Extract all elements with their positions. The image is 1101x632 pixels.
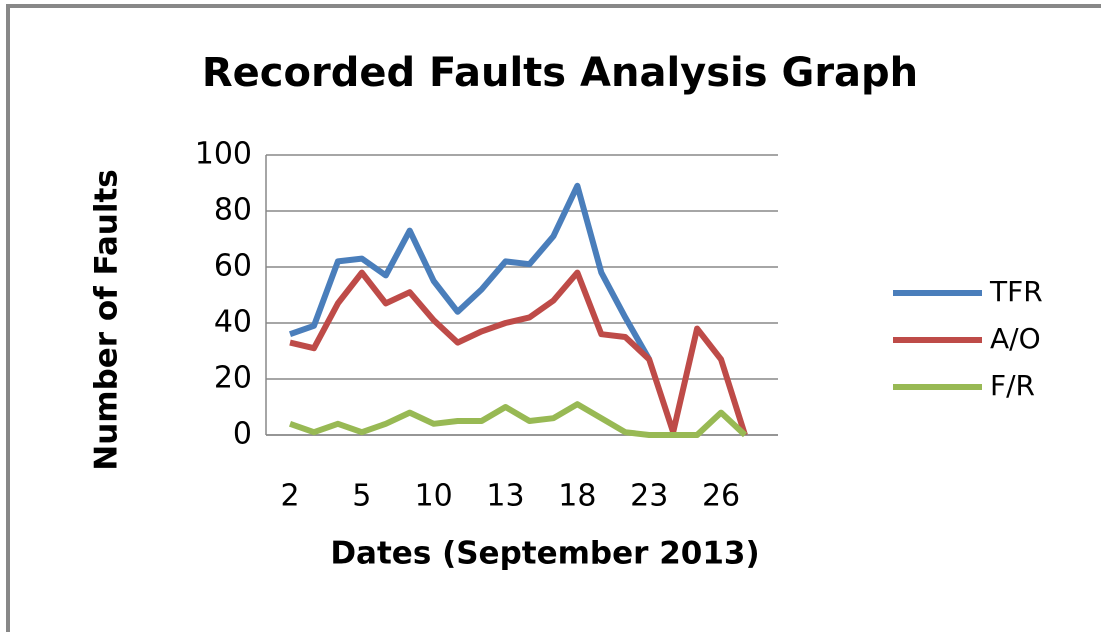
y-tick-label: 0 <box>233 417 252 452</box>
x-tick-label: 5 <box>352 479 371 514</box>
line-series <box>289 401 748 438</box>
y-tick-label: 40 <box>214 305 252 340</box>
y-tick-label: 80 <box>214 193 252 228</box>
legend-label: F/R <box>990 369 1035 402</box>
line-series <box>289 269 748 436</box>
legend-label: TFR <box>989 275 1043 308</box>
y-tick-label: 20 <box>214 361 252 396</box>
x-tick-label: 18 <box>558 479 596 514</box>
line-series <box>289 182 652 361</box>
x-tick-label: 13 <box>486 479 524 514</box>
y-axis-label: Number of Faults <box>89 169 125 470</box>
frame <box>6 4 1101 632</box>
x-tick-label: 23 <box>630 479 668 514</box>
chart-title: Recorded Faults Analysis Graph <box>202 50 918 96</box>
y-tick-label: 60 <box>214 249 252 284</box>
x-tick-label: 2 <box>280 479 299 514</box>
y-tick-label: 100 <box>195 137 252 172</box>
legend-label: A/O <box>990 322 1041 355</box>
x-tick-label: 10 <box>415 479 453 514</box>
x-tick-label: 26 <box>702 479 740 514</box>
x-axis-label: Dates (September 2013) <box>330 536 759 572</box>
